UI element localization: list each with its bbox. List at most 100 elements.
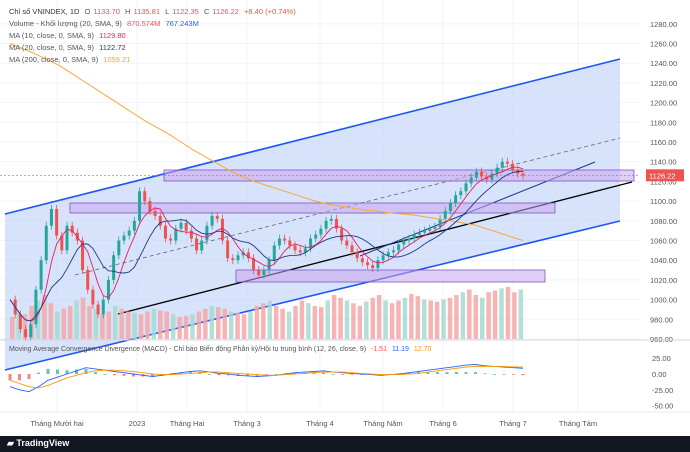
candle-body [138, 191, 142, 221]
macd-histogram-bar [46, 368, 50, 374]
price-tick-label: 1140.00 [650, 158, 677, 167]
volume-bar [158, 310, 163, 339]
macd-hist-value: -1.51 [371, 346, 387, 353]
price-tick-label: 1080.00 [650, 217, 677, 226]
volume-bar [312, 306, 318, 339]
volume-bar [196, 311, 202, 339]
candle-body [350, 245, 354, 253]
low-label: L [165, 7, 170, 16]
candle-body [117, 240, 121, 256]
candle-body [464, 183, 468, 192]
macd-histogram-bar [331, 374, 335, 375]
last-price-badge [646, 169, 684, 182]
candle-body [428, 228, 432, 231]
volume-bar [370, 297, 376, 339]
price-tick-label: 1240.00 [650, 59, 677, 68]
volume-bar [479, 297, 485, 339]
time-tick-label: Tháng Năm [363, 419, 402, 428]
price-tick-label: 1260.00 [650, 40, 677, 49]
candle-body [381, 255, 385, 261]
price-tick-label: 1060.00 [650, 237, 677, 246]
macd-histogram-bar [227, 374, 230, 376]
candle-body [459, 191, 463, 196]
macd-histogram-bar [322, 372, 325, 374]
macd-histogram-bar [65, 370, 69, 374]
price-tick-label: 1000.00 [650, 296, 677, 305]
volume-bar [74, 300, 79, 339]
volume-bar [10, 317, 15, 339]
volume-bar [331, 295, 337, 339]
macd-histogram-bar [84, 368, 88, 374]
volume-bar [396, 300, 401, 339]
macd-line [9, 364, 524, 393]
ma200-line [9, 43, 524, 241]
price-tick-label: 1160.00 [650, 138, 677, 147]
candle-body [153, 210, 157, 216]
support-zone [235, 269, 546, 283]
candle-body [454, 195, 458, 204]
volume-bar [183, 315, 189, 339]
volume-bar [499, 288, 504, 339]
volume-bar [222, 308, 227, 339]
candle-body [371, 265, 375, 269]
price-tick-label: 1180.00 [650, 118, 677, 127]
candle-body [443, 210, 447, 219]
candle-body [293, 245, 297, 251]
macd-histogram-bar [350, 374, 354, 375]
macd-histogram-bar [103, 374, 107, 375]
volume-bar [170, 314, 176, 339]
volume-bar [441, 299, 446, 339]
open-label: O [84, 7, 91, 16]
volume-bar [132, 312, 137, 339]
volume-ma-value: 767.243M [165, 19, 199, 28]
macd-histogram-bar [341, 374, 344, 375]
macd-histogram-bar [483, 373, 487, 375]
candle-body [412, 234, 416, 239]
volume-bar [357, 306, 363, 339]
ma200-legend: MA (200, close, 0, SMA, 9) 1059.21 [9, 55, 133, 64]
volume-bar [216, 307, 221, 339]
volume-bar [228, 311, 234, 339]
candle-body [158, 215, 162, 226]
candle-body [29, 324, 33, 338]
volume-bar [486, 292, 491, 339]
price-chart[interactable]: 960.00980.001000.001020.001040.001060.00… [0, 0, 690, 436]
volume-value: 870.574M [127, 19, 161, 28]
candle-body [505, 161, 509, 164]
candle-body [70, 225, 74, 233]
channel-lower-line [4, 220, 621, 371]
candle-body [283, 238, 287, 241]
volume-bar [473, 295, 479, 339]
time-tick-label: Tháng 4 [306, 419, 334, 428]
macd-histogram-bar [464, 372, 468, 374]
price-tick-label: 980.00 [650, 315, 673, 324]
ma20-value: 1122.72 [99, 43, 126, 52]
candle-body [127, 230, 131, 236]
volume-bar [35, 300, 41, 339]
ma20-legend: MA (20, close, 0, SMA, 9) 1122.72 [9, 43, 129, 52]
candle-body [480, 171, 484, 177]
macd-histogram-bar [151, 374, 154, 377]
candle-body [174, 228, 178, 241]
ma10-line [9, 166, 524, 322]
volume-bar [293, 306, 298, 339]
volume-bar [177, 317, 182, 339]
macd-histogram-bar [75, 369, 78, 374]
candle-body [329, 218, 333, 221]
candle-body [101, 299, 105, 315]
candle-body [272, 245, 276, 261]
macd-histogram-bar [18, 374, 21, 381]
price-tick-label: 1280.00 [650, 20, 677, 29]
volume-bar [383, 300, 388, 339]
volume-bar [164, 311, 170, 339]
volume-bar [454, 295, 459, 339]
volume-bar [209, 306, 215, 339]
tradingview-logo[interactable]: ▰ TradingView [7, 438, 69, 449]
macd-histogram-bar [445, 372, 449, 374]
macd-tick-label: 0.00 [652, 370, 667, 379]
macd-histogram-bar [8, 374, 12, 381]
volume-bar [113, 306, 118, 339]
candle-body [96, 304, 100, 315]
candle-body [184, 222, 188, 231]
macd-tick-label: -25.00 [652, 386, 673, 395]
